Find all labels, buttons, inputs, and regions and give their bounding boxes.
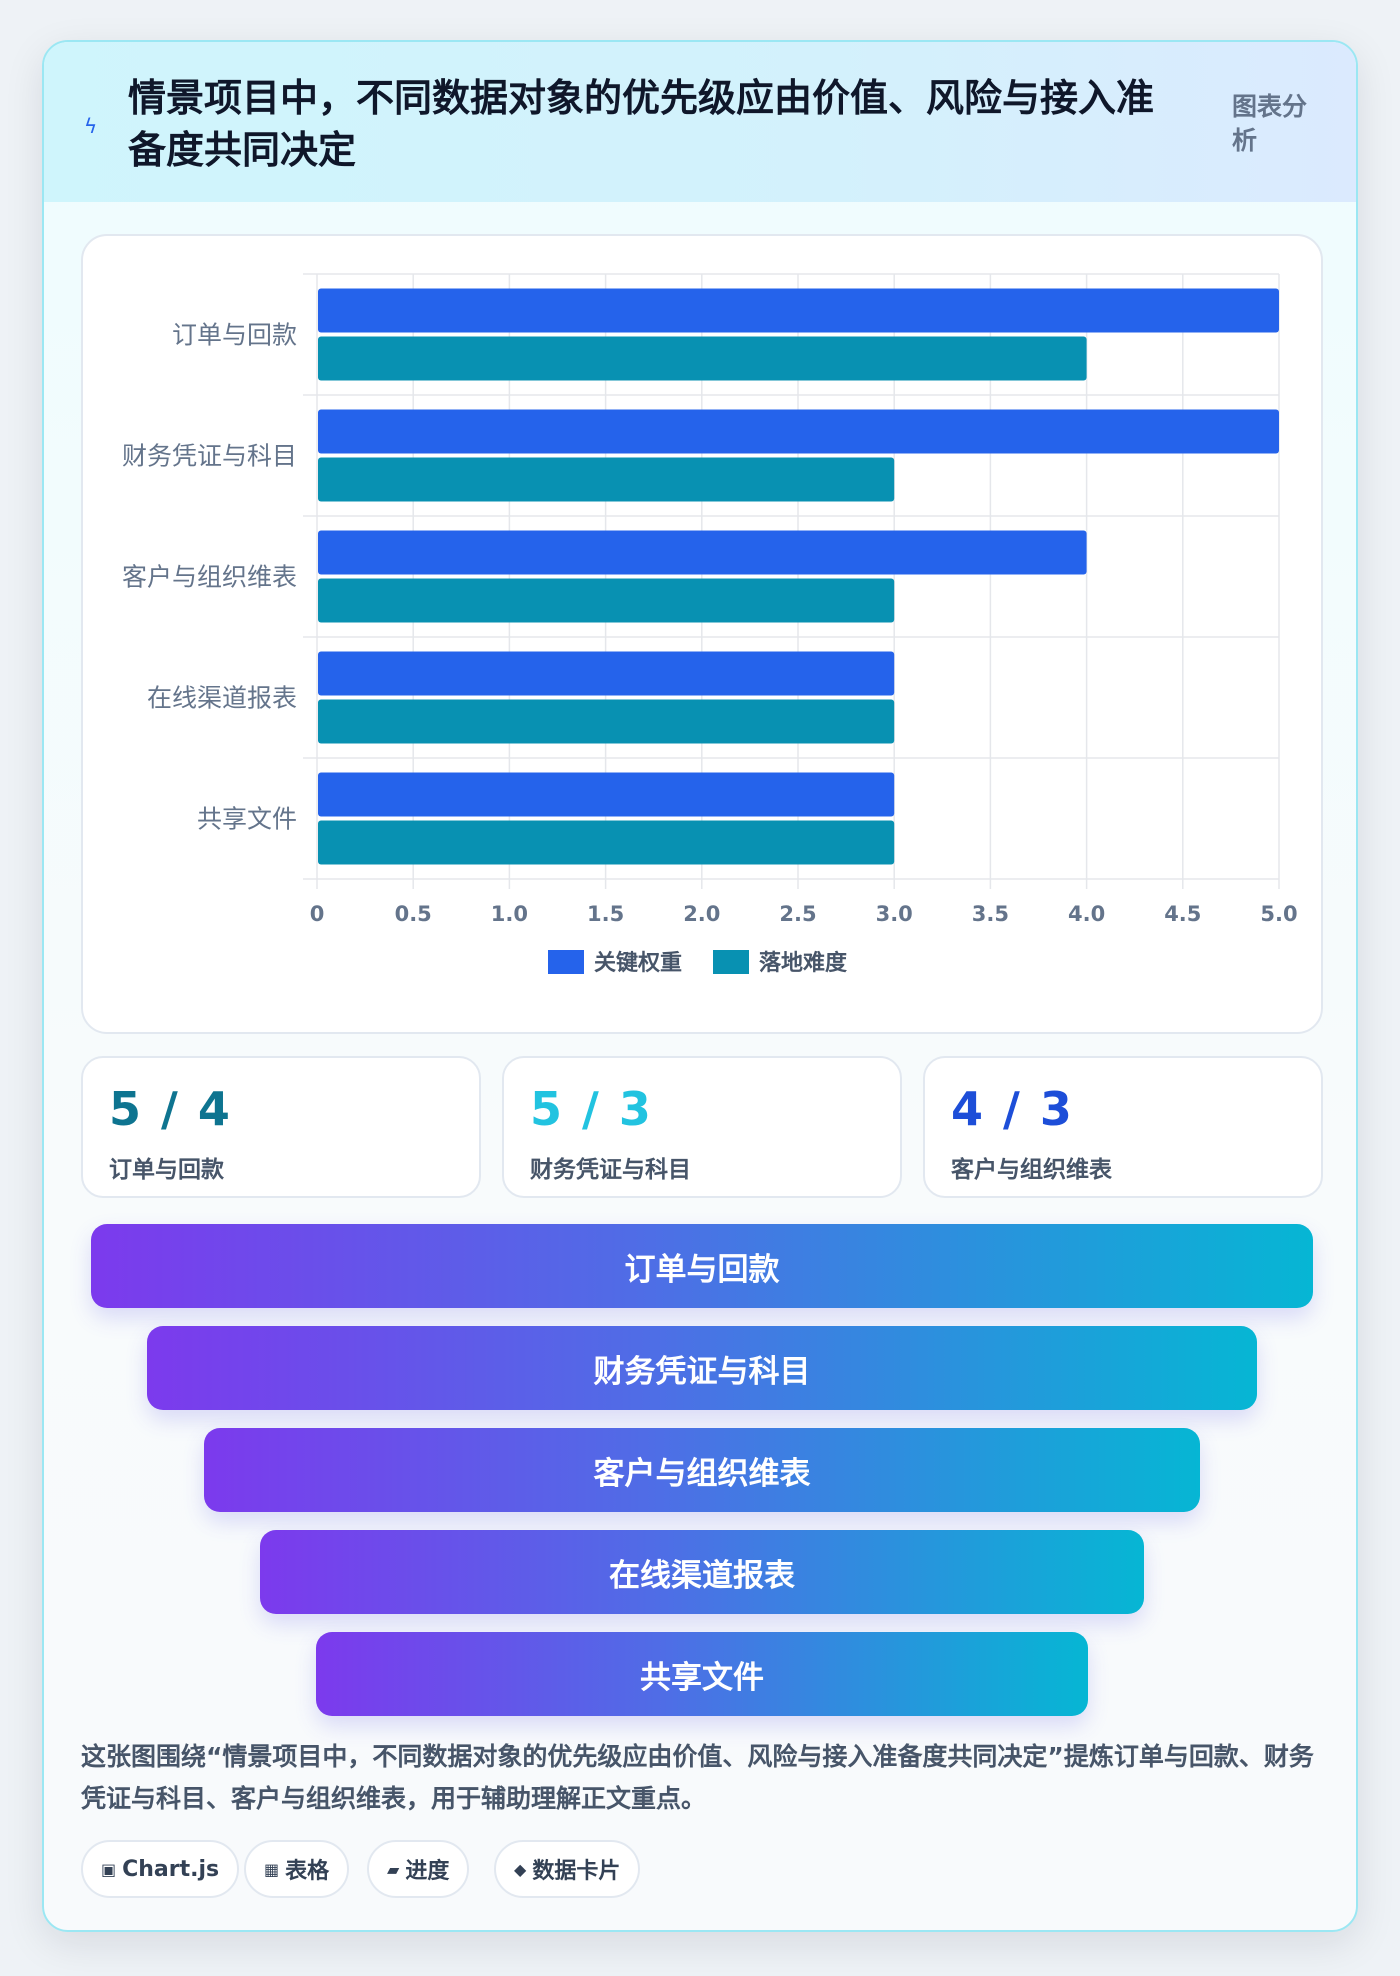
stat-value: 5 / 4 xyxy=(109,1082,232,1136)
x-tick-label: 0.5 xyxy=(395,902,432,926)
funnel-step-3: 客户与组织维表 xyxy=(204,1428,1200,1512)
bar-key-weight xyxy=(318,288,1279,333)
progress-icon: ▰ xyxy=(387,1859,400,1879)
stat-value: 5 / 3 xyxy=(530,1082,653,1136)
bar-key-weight xyxy=(318,772,895,817)
y-category-label: 财务凭证与科目 xyxy=(122,442,297,471)
bar-difficulty xyxy=(318,820,895,865)
pill-progress: ▰ 进度 xyxy=(367,1840,470,1898)
table-icon: ▦ xyxy=(264,1859,280,1879)
x-tick-label: 1.0 xyxy=(491,902,528,926)
pill-label: 表格 xyxy=(285,1859,330,1884)
funnel-step-5: 共享文件 xyxy=(316,1632,1088,1716)
bar-difficulty xyxy=(318,336,1087,381)
stat-card-3: 4 / 3 客户与组织维表 xyxy=(923,1056,1323,1198)
chart-panel: 0 0.5 1.0 1.5 2.0 2.5 3.0 3.5 4.0 4.5 5.0 订单与回款财务凭证… xyxy=(81,234,1323,1034)
stat-card-2: 5 / 3 财务凭证与科目 xyxy=(502,1056,902,1198)
x-tick-label: 1.5 xyxy=(587,902,624,926)
x-tick-label: 2.0 xyxy=(683,902,720,926)
bar-difficulty xyxy=(318,457,895,502)
bolt-icon: ϟ xyxy=(84,114,98,138)
x-tick-label: 5.0 xyxy=(1260,902,1297,926)
funnel-step-1: 订单与回款 xyxy=(91,1224,1313,1308)
stat-label: 财务凭证与科目 xyxy=(530,1157,691,1183)
bar-difficulty xyxy=(318,578,895,623)
stat-label: 客户与组织维表 xyxy=(951,1157,1112,1183)
chart-analysis-tag: 图表分析 xyxy=(1232,92,1308,155)
x-tick-label: 4.5 xyxy=(1164,902,1201,926)
pill-chartjs: ▣ Chart.js xyxy=(81,1840,240,1898)
card-header: ϟ 情景项目中，不同数据对象的优先级应由价值、风险与接入准备度共同决定 图表分析 xyxy=(44,42,1356,202)
pill-data-card: ◆ 数据卡片 xyxy=(494,1840,641,1898)
summary-text: 这张图围绕“情景项目中，不同数据对象的优先级应由价值、风险与接入准备度共同决定”… xyxy=(81,1742,1314,1813)
bar-key-weight xyxy=(318,409,1279,454)
pill-table: ▦ 表格 xyxy=(244,1840,350,1898)
legend-label: 关键权重 xyxy=(594,950,682,976)
legend-label: 落地难度 xyxy=(759,950,848,976)
bar-key-weight xyxy=(318,530,1087,575)
bar-key-weight xyxy=(318,651,895,696)
x-tick-label: 2.5 xyxy=(779,902,816,926)
diamond-icon: ◆ xyxy=(514,1859,527,1879)
x-tick-label: 4.0 xyxy=(1068,902,1105,926)
pill-label: 进度 xyxy=(405,1859,450,1884)
pill-label: 数据卡片 xyxy=(532,1859,621,1884)
stat-value: 4 / 3 xyxy=(951,1082,1074,1136)
x-tick-label: 0 xyxy=(310,902,325,926)
legend-swatch xyxy=(713,950,749,974)
bar-chart: 0 0.5 1.0 1.5 2.0 2.5 3.0 3.5 4.0 4.5 5.0 订单与回款财务凭证… xyxy=(122,273,1298,976)
y-category-label: 在线渠道报表 xyxy=(147,684,297,713)
stat-label: 订单与回款 xyxy=(109,1157,224,1183)
chart-icon: ▣ xyxy=(101,1859,117,1879)
bar-difficulty xyxy=(318,699,895,744)
page-title: 情景项目中，不同数据对象的优先级应由价值、风险与接入准备度共同决定 xyxy=(128,76,1155,172)
y-category-label: 订单与回款 xyxy=(172,321,297,350)
stat-card-1: 5 / 4 订单与回款 xyxy=(81,1056,481,1198)
x-tick-label: 3.5 xyxy=(972,902,1009,926)
chart-card: ϟ 情景项目中，不同数据对象的优先级应由价值、风险与接入准备度共同决定 图表分析… xyxy=(42,40,1358,1932)
legend-swatch xyxy=(548,950,584,974)
funnel-step-4: 在线渠道报表 xyxy=(260,1530,1144,1614)
x-tick-label: 3.0 xyxy=(876,902,913,926)
pill-label: Chart.js xyxy=(122,1856,220,1882)
y-category-label: 共享文件 xyxy=(197,805,297,834)
funnel-step-2: 财务凭证与科目 xyxy=(147,1326,1257,1410)
y-category-label: 客户与组织维表 xyxy=(122,563,297,592)
